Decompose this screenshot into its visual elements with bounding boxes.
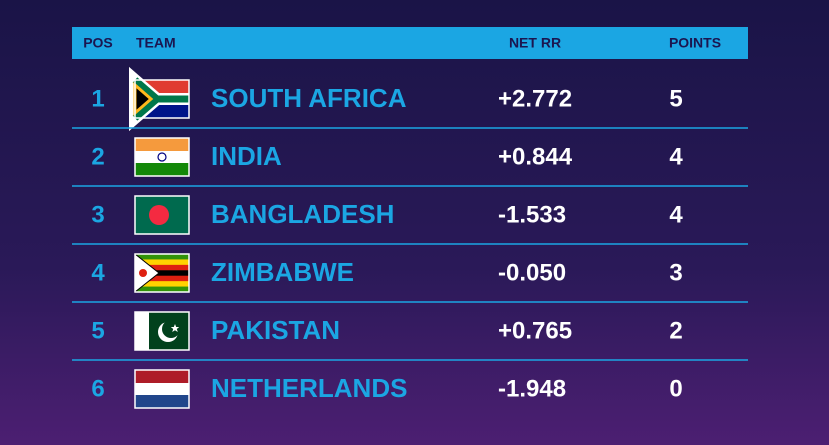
flag-part [170, 324, 180, 332]
net-run-rate: +0.765 [498, 317, 572, 344]
flag-part [157, 152, 167, 162]
flag [129, 66, 190, 132]
flag-part [135, 286, 189, 293]
team-name: INDIA [211, 141, 282, 171]
table-row: 3 BANGLADESH -1.533 4 [72, 195, 748, 245]
header-bar [72, 27, 748, 59]
points: 4 [669, 201, 683, 228]
flag-part [162, 320, 180, 338]
position: 1 [91, 85, 104, 112]
flag-part [135, 312, 149, 350]
flag-part [135, 138, 189, 151]
flag-part [135, 395, 189, 408]
flag-border [134, 195, 190, 235]
flag-part [135, 370, 189, 383]
points: 5 [669, 85, 682, 112]
team-name: ZIMBABWE [211, 257, 354, 287]
position: 6 [91, 375, 104, 402]
flag-part [135, 275, 189, 282]
table-row: 5 PAKISTAN +0.765 2 [72, 311, 748, 361]
flag-part [135, 254, 189, 260]
flag-part [135, 264, 189, 271]
team-name: NETHERLANDS [211, 373, 407, 403]
table-row: 6 NETHERLANDS -1.948 0 [91, 369, 683, 409]
flag-part [135, 259, 189, 266]
table-row: 4 ZIMBABWE -0.050 3 [72, 252, 748, 303]
flag-part [135, 383, 189, 395]
team-name: SOUTH AFRICA [211, 83, 407, 113]
team-name: BANGLADESH [211, 199, 394, 229]
column-header: TEAM [136, 35, 176, 51]
position: 4 [91, 259, 105, 286]
column-header: NET RR [509, 35, 561, 51]
flag [134, 311, 190, 351]
flag-part [132, 77, 189, 121]
points: 3 [669, 259, 682, 286]
flag-part [149, 205, 169, 225]
net-run-rate: -1.948 [498, 375, 566, 402]
net-run-rate: -1.533 [498, 201, 566, 228]
position: 5 [91, 317, 104, 344]
net-run-rate: +0.844 [498, 143, 573, 170]
net-run-rate: -0.050 [498, 259, 566, 286]
flag-border [134, 311, 190, 351]
table-row: 1 SOUTH AFRICA +2.772 5 [72, 66, 748, 132]
flag-border [134, 79, 190, 119]
flag-part [135, 151, 189, 163]
flag [134, 195, 190, 235]
flag-part [139, 269, 147, 277]
flag [134, 252, 190, 294]
team-name: PAKISTAN [211, 315, 340, 345]
flag-part [135, 281, 189, 288]
flag-border [134, 369, 190, 409]
flag-part [135, 163, 189, 176]
column-header: POS [83, 35, 113, 51]
points: 4 [669, 143, 683, 170]
column-header: POINTS [669, 35, 721, 51]
flag [134, 369, 190, 409]
position: 3 [91, 201, 104, 228]
flag-border [134, 137, 190, 177]
flag [134, 137, 190, 177]
flag-part [135, 270, 189, 277]
table-row: 2 INDIA +0.844 4 [72, 137, 748, 187]
points: 2 [669, 317, 682, 344]
points: 0 [669, 375, 682, 402]
position: 2 [91, 143, 104, 170]
flag-border [134, 253, 190, 293]
net-run-rate: +2.772 [498, 85, 572, 112]
